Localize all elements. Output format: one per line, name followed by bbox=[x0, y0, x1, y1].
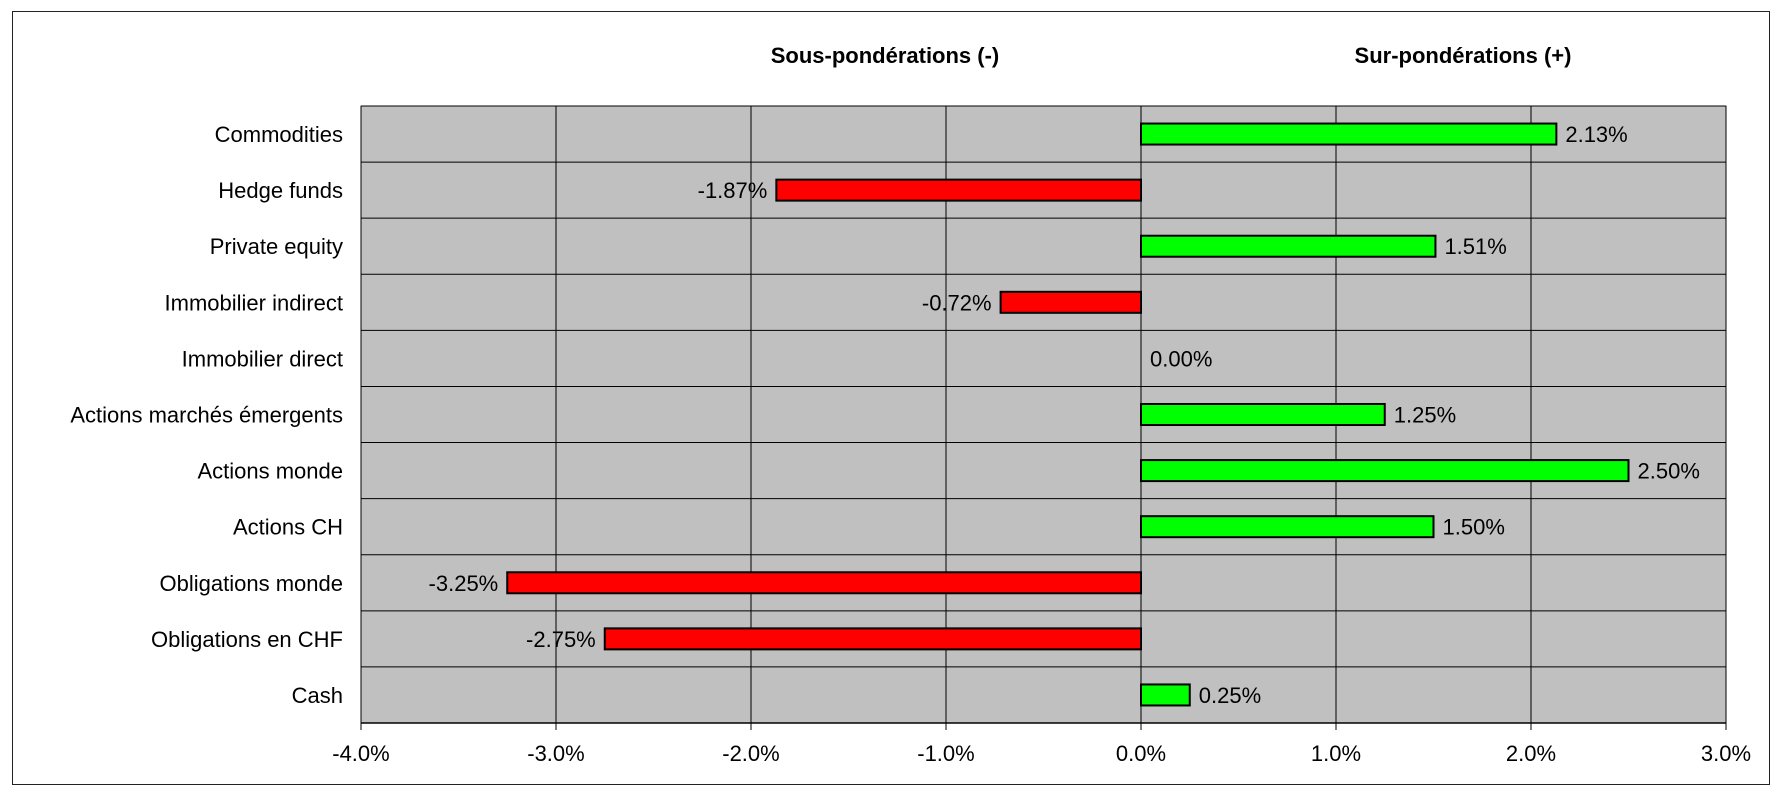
value-label: 2.50% bbox=[1638, 459, 1700, 484]
x-tick-label: -2.0% bbox=[722, 741, 779, 766]
x-tick-label: -1.0% bbox=[917, 741, 974, 766]
bar-5 bbox=[1140, 403, 1386, 426]
negative-header: Sous-pondérations (-) bbox=[771, 43, 1000, 68]
x-tick-label: 2.0% bbox=[1506, 741, 1556, 766]
bar-9 bbox=[603, 627, 1142, 651]
value-label: 0.25% bbox=[1199, 683, 1261, 708]
value-label: 2.13% bbox=[1565, 122, 1627, 147]
grid-lines bbox=[360, 105, 1727, 724]
bar-0 bbox=[1140, 122, 1558, 146]
value-label: -2.75% bbox=[526, 627, 596, 652]
bar-6 bbox=[1140, 459, 1630, 483]
value-label: 1.25% bbox=[1394, 403, 1456, 428]
category-labels: Commodities Hedge funds Private equity Immo… bbox=[70, 122, 343, 708]
value-label: -1.87% bbox=[698, 178, 768, 203]
category-label: Obligations monde bbox=[160, 571, 343, 596]
category-label: Private equity bbox=[210, 234, 343, 259]
bar-8 bbox=[506, 571, 1142, 595]
category-label: Actions CH bbox=[233, 515, 343, 540]
value-label: -3.25% bbox=[429, 571, 499, 596]
bar-2 bbox=[1140, 234, 1437, 258]
chart-frame: Sous-pondérations (-) Sur-pondérations (… bbox=[12, 11, 1770, 785]
plot-area bbox=[360, 105, 1727, 724]
x-axis-ticks: -4.0% -3.0% -2.0% -1.0% 0.0% 1.0% 2.0% 3.0% bbox=[332, 723, 1751, 766]
value-label: 0.00% bbox=[1150, 346, 1212, 371]
bar-chart: Sous-pondérations (-) Sur-pondérations (… bbox=[70, 43, 1751, 766]
value-label: 1.50% bbox=[1443, 515, 1505, 540]
value-label: 1.51% bbox=[1444, 234, 1506, 259]
category-label: Commodities bbox=[215, 122, 343, 147]
bars bbox=[506, 122, 1630, 707]
category-label: Actions marchés émergents bbox=[70, 403, 343, 428]
bar-7 bbox=[1140, 515, 1435, 539]
bar-10 bbox=[1140, 683, 1191, 707]
category-label: Cash bbox=[292, 683, 343, 708]
x-tick-label: 3.0% bbox=[1701, 741, 1751, 766]
x-tick-label: -3.0% bbox=[527, 741, 584, 766]
x-tick-label: -4.0% bbox=[332, 741, 389, 766]
bar-1 bbox=[775, 178, 1142, 202]
bar-3 bbox=[999, 290, 1142, 314]
x-tick-label: 0.0% bbox=[1116, 741, 1166, 766]
category-label: Immobilier indirect bbox=[165, 290, 344, 315]
value-labels: 2.13% -1.87% 1.51% -0.72% 0.00% 1.25% 2.50% 1.5… bbox=[429, 122, 1700, 708]
category-label: Hedge funds bbox=[218, 178, 343, 203]
value-label: -0.72% bbox=[922, 290, 992, 315]
positive-header: Sur-pondérations (+) bbox=[1355, 43, 1572, 68]
x-tick-label: 1.0% bbox=[1311, 741, 1361, 766]
category-label: Obligations en CHF bbox=[151, 627, 343, 652]
category-label: Actions monde bbox=[197, 459, 343, 484]
category-label: Immobilier direct bbox=[182, 346, 343, 371]
